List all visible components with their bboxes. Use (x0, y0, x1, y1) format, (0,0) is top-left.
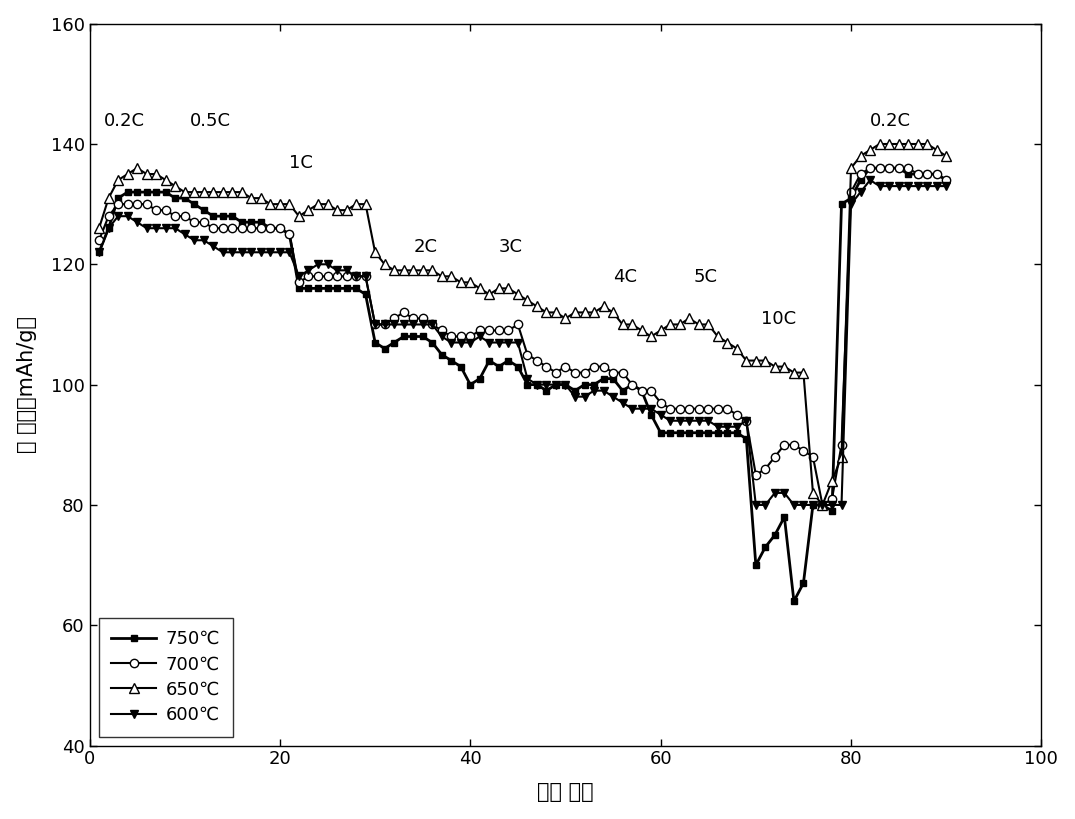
Legend: 750℃, 700℃, 650℃, 600℃: 750℃, 700℃, 650℃, 600℃ (99, 618, 232, 736)
750℃ (788, 596, 801, 606)
600℃ (206, 242, 219, 251)
700℃ (816, 500, 829, 510)
650℃ (920, 139, 933, 149)
X-axis label: 循环 次数: 循环 次数 (538, 782, 593, 803)
Text: 3C: 3C (499, 238, 522, 256)
750℃ (863, 163, 876, 173)
Text: 2C: 2C (413, 238, 438, 256)
Text: 0.5C: 0.5C (189, 112, 230, 130)
700℃ (863, 163, 876, 173)
750℃ (206, 211, 219, 221)
700℃ (92, 235, 105, 245)
750℃ (683, 428, 696, 437)
Line: 750℃: 750℃ (96, 165, 949, 604)
600℃ (683, 416, 696, 426)
750℃ (940, 175, 952, 185)
Text: 4C: 4C (613, 269, 637, 287)
650℃ (349, 199, 362, 209)
600℃ (349, 271, 362, 281)
700℃ (797, 446, 809, 455)
600℃ (920, 181, 933, 191)
650℃ (797, 368, 809, 378)
600℃ (940, 181, 952, 191)
700℃ (826, 494, 838, 504)
Text: 0.2C: 0.2C (104, 112, 145, 130)
Text: 1C: 1C (289, 154, 313, 172)
Text: 10C: 10C (761, 310, 796, 328)
600℃ (749, 500, 762, 510)
600℃ (806, 500, 819, 510)
750℃ (806, 500, 819, 510)
600℃ (826, 500, 838, 510)
650℃ (873, 139, 886, 149)
650℃ (816, 500, 829, 510)
650℃ (683, 314, 696, 324)
Y-axis label: 比 容量（mAh/g）: 比 容量（mAh/g） (17, 316, 37, 453)
750℃ (920, 170, 933, 179)
700℃ (940, 175, 952, 185)
650℃ (826, 476, 838, 486)
750℃ (349, 283, 362, 293)
600℃ (863, 175, 876, 185)
700℃ (683, 404, 696, 414)
Text: 5C: 5C (694, 269, 718, 287)
650℃ (92, 224, 105, 233)
Line: 600℃: 600℃ (95, 176, 950, 509)
700℃ (920, 170, 933, 179)
650℃ (940, 151, 952, 161)
750℃ (826, 506, 838, 516)
700℃ (349, 271, 362, 281)
600℃ (92, 247, 105, 257)
Line: 700℃: 700℃ (95, 164, 950, 509)
650℃ (206, 188, 219, 197)
Line: 650℃: 650℃ (95, 139, 951, 509)
700℃ (206, 224, 219, 233)
Text: 0.2C: 0.2C (870, 112, 911, 130)
750℃ (92, 247, 105, 257)
